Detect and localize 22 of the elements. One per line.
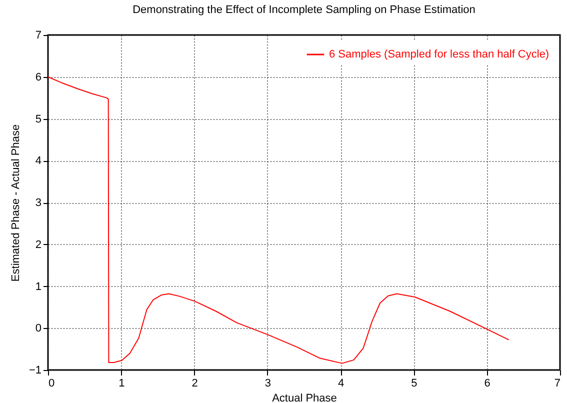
- x-tick-label: 2: [192, 378, 198, 390]
- x-tick-label: 3: [264, 378, 271, 390]
- x-tick-label: 7: [554, 378, 560, 390]
- y-tick-label: 3: [35, 197, 42, 209]
- line-series: [48, 76, 510, 364]
- y-tick-label: 4: [35, 155, 42, 168]
- x-tick-label: 4: [338, 378, 344, 390]
- x-tick-label: 1: [118, 378, 125, 390]
- y-tick-label: −1: [28, 364, 42, 376]
- y-tick-label: 5: [35, 113, 42, 126]
- y-tick-label: 2: [35, 238, 42, 251]
- y-tick-label: 0: [35, 322, 42, 335]
- x-tick-label: 5: [411, 378, 418, 390]
- y-axis-title: Estimated Phase - Actual Phase: [10, 124, 22, 282]
- chart-title: Demonstrating the Effect of Incomplete Sampling on Phase Estimation: [132, 4, 476, 16]
- x-tick-label: 6: [484, 378, 490, 390]
- y-tick-label: 7: [35, 30, 42, 42]
- x-axis-title: Actual Phase: [272, 392, 337, 403]
- y-tick-label: 6: [35, 71, 42, 84]
- x-tick-label: 0: [48, 378, 55, 390]
- legend-label: 6 Samples (Sampled for less than half Cycle): [329, 48, 550, 60]
- y-tick-label: 1: [35, 280, 42, 293]
